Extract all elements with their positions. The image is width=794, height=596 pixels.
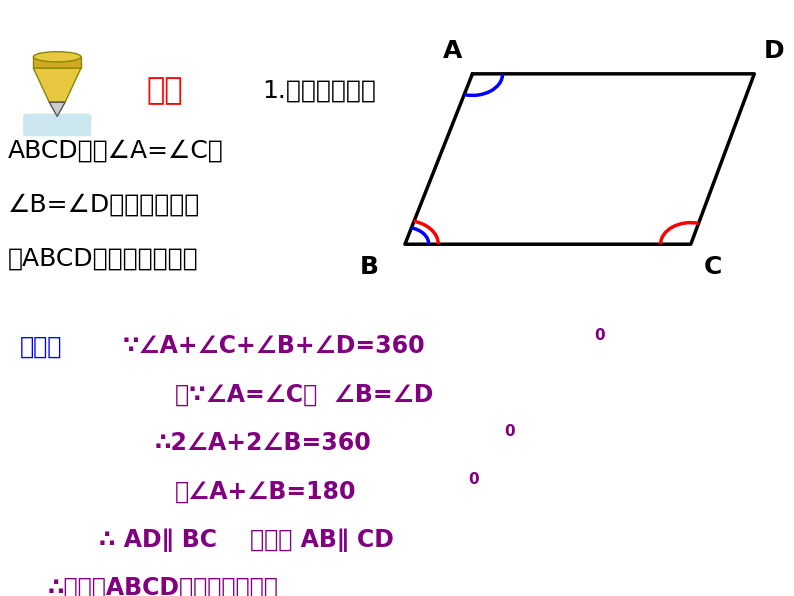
Text: D: D xyxy=(764,39,784,63)
Text: ∴2∠A+2∠B=360: ∴2∠A+2∠B=360 xyxy=(155,431,372,455)
Text: C: C xyxy=(703,255,723,279)
Text: ∴ AD∥ BC    同理得 AB∥ CD: ∴ AD∥ BC 同理得 AB∥ CD xyxy=(99,527,394,551)
FancyBboxPatch shape xyxy=(23,114,91,136)
Ellipse shape xyxy=(33,52,81,62)
Text: B: B xyxy=(360,255,379,279)
Text: 1.已知：四边形: 1.已知：四边形 xyxy=(262,79,376,103)
Polygon shape xyxy=(33,68,81,103)
Text: ∠B=∠D，求证：四边: ∠B=∠D，求证：四边 xyxy=(8,193,200,216)
Text: 又∵∠A=∠C，  ∠B=∠D: 又∵∠A=∠C， ∠B=∠D xyxy=(175,383,433,406)
Text: A: A xyxy=(443,39,462,63)
Text: ∴四边形ABCD是平行四边形。: ∴四边形ABCD是平行四边形。 xyxy=(48,576,279,596)
Text: 0: 0 xyxy=(594,328,604,343)
Text: 0: 0 xyxy=(504,424,515,439)
Text: 证明：: 证明： xyxy=(20,334,62,358)
Polygon shape xyxy=(33,57,81,68)
Text: 0: 0 xyxy=(468,473,479,488)
Polygon shape xyxy=(49,103,65,116)
Text: ∵∠A+∠C+∠B+∠D=360: ∵∠A+∠C+∠B+∠D=360 xyxy=(123,334,426,358)
Text: 形ABCD是平行四边形。: 形ABCD是平行四边形。 xyxy=(8,246,198,271)
Text: ABCD中，∠A=∠C，: ABCD中，∠A=∠C， xyxy=(8,138,224,163)
Text: 探究: 探究 xyxy=(147,76,183,105)
Text: 即∠A+∠B=180: 即∠A+∠B=180 xyxy=(175,479,357,503)
